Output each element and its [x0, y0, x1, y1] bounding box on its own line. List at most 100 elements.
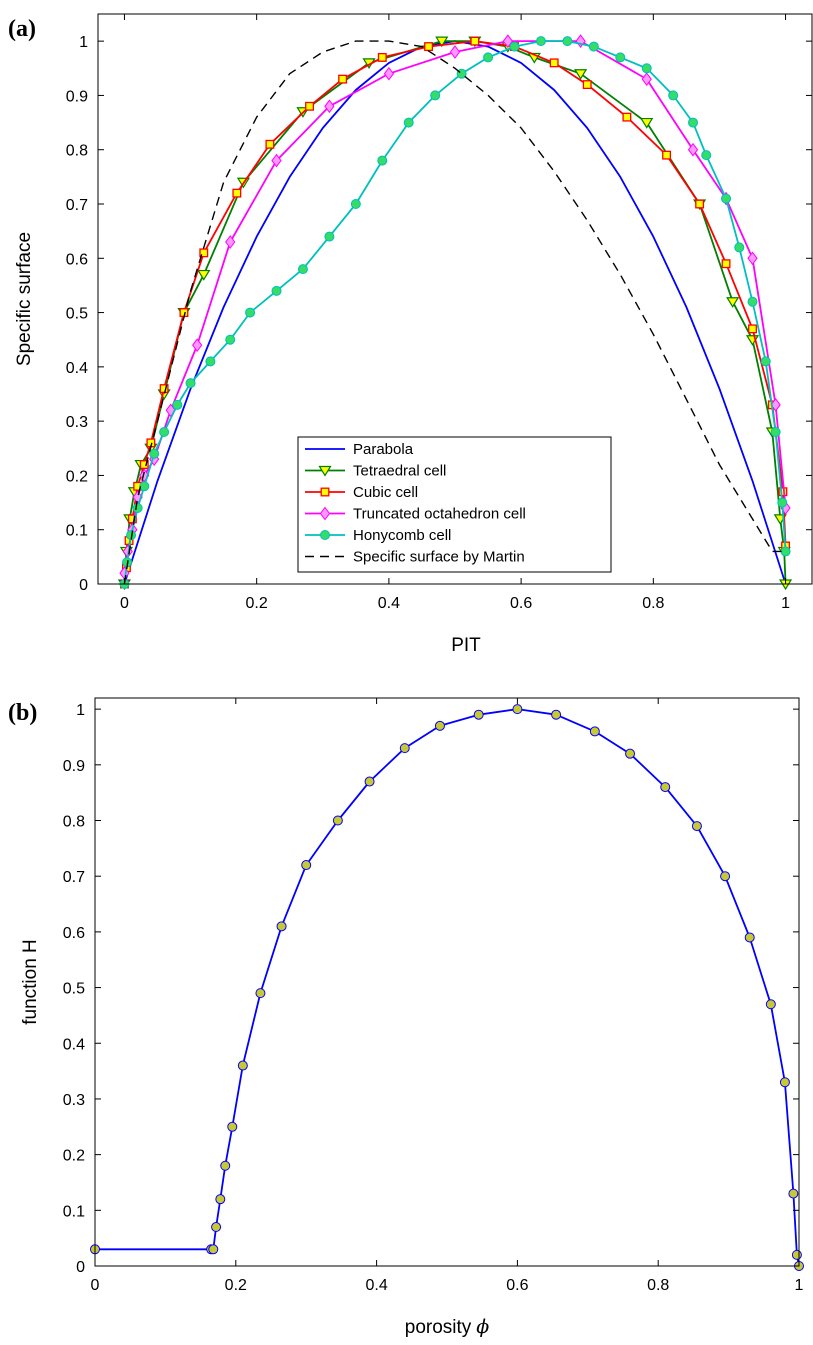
series-honycomb-cell-point: [588, 41, 599, 52]
series-honycomb-cell-point: [350, 199, 361, 209]
y-tick-label: 0.9: [63, 758, 85, 775]
series-0-point: [301, 860, 312, 871]
series-0-point: [364, 776, 375, 787]
series-truncated-octahedron-cell-point: [383, 66, 395, 81]
legend-label: Tetraedral cell: [353, 463, 446, 480]
y-tick-label: 0.4: [63, 1036, 85, 1053]
legend-entry-parabola: Parabola: [305, 441, 414, 458]
y-tick-label: 0.3: [66, 414, 88, 431]
legend-label: Truncated octahedron cell: [353, 506, 526, 523]
series-honycomb-cell-point: [324, 231, 335, 242]
legend-label: Specific surface by Martin: [353, 549, 525, 566]
series-cubic-cell-point: [695, 199, 705, 209]
series-honycomb-cell-point: [780, 546, 791, 557]
series-0-point: [434, 720, 445, 731]
legend-box: [297, 436, 612, 573]
series-tetraedral-cell-point: [726, 297, 740, 308]
y-tick-label: 0.7: [66, 197, 88, 214]
y-tick-label: 0.5: [66, 306, 88, 323]
chart-b-y-ticks: 0 0.1 0.2 0.3 0.4 0.5 0.6 0.7 0.8 0.9 1: [63, 702, 799, 1276]
series-truncated-octahedron-cell-point: [747, 251, 758, 266]
x-tick-label: 1: [781, 595, 790, 612]
y-tick-label: 0.2: [63, 1148, 85, 1165]
x-tick-label: 0.8: [642, 595, 664, 612]
series-0-point: [473, 709, 484, 720]
series-0-point: [551, 709, 562, 720]
series-honycomb-cell-point: [159, 427, 170, 437]
y-tick-label: 0.2: [66, 468, 88, 485]
series-honycomb-cell-point: [377, 155, 388, 166]
legend-label: Parabola: [353, 441, 414, 458]
series-honycomb-cell-point: [430, 90, 441, 101]
series-honycomb-cell-point: [770, 427, 781, 437]
series-0-point: [625, 748, 636, 759]
series-0-point: [215, 1194, 226, 1205]
series-cubic-cell-point: [582, 80, 592, 90]
series-truncated-octahedron-cell: [119, 34, 791, 580]
y-tick-label: 0: [79, 577, 88, 594]
legend-entry-truncated-octahedron-cell: Truncated octahedron cell: [305, 506, 526, 523]
chart-a-y-ticks: 0 0.1 0.2 0.3 0.4 0.5 0.6 0.7 0.8 0.9 1: [66, 34, 812, 594]
series-truncated-octahedron-cell-point: [449, 45, 461, 59]
y-tick-label: 0.7: [63, 869, 85, 886]
series-honycomb-cell-point: [132, 503, 143, 513]
series-0-point: [399, 743, 410, 754]
series-0-point: [765, 999, 776, 1010]
chart-b-x-ticks: 0 0.2 0.4 0.6 0.8 1: [91, 698, 804, 1294]
series-specific-surface-by-martin: [123, 40, 786, 585]
series-cubic-cell-point: [127, 514, 137, 524]
series-honycomb-cell-point: [172, 399, 183, 410]
series-honycomb-cell-point: [615, 52, 626, 63]
series-honycomb-cell-point: [297, 264, 308, 275]
series-cubic-cell-point: [622, 112, 632, 122]
series-truncated-octahedron-cell-point: [271, 153, 282, 168]
series-0-point: [208, 1244, 219, 1255]
series-honycomb-cell-point: [701, 150, 712, 161]
series-cubic-cell-point: [199, 248, 209, 258]
legend-label: Honycomb cell: [353, 527, 451, 544]
y-tick-label: 0.8: [63, 814, 85, 831]
series-0-point: [788, 1188, 799, 1199]
chart-b-xlabel-text: porosity: [405, 1317, 472, 1338]
series-truncated-octahedron-cell-point: [770, 398, 781, 412]
series-honycomb-cell-point: [126, 530, 137, 541]
series-0-point: [660, 782, 671, 793]
chart-b-ylabel: function H: [20, 939, 41, 1025]
series-0: [90, 704, 804, 1271]
series-0-point: [791, 1249, 802, 1260]
chart-a-frame: [97, 13, 813, 585]
series-honycomb-cell-point: [245, 307, 256, 318]
series-honycomb-cell-point: [777, 497, 788, 508]
legend-entry-tetraedral-cell: Tetraedral cell: [305, 463, 446, 480]
y-tick-label: 0.1: [63, 1203, 85, 1220]
chart-b-series: [90, 704, 804, 1271]
legend-entry-honycomb-cell: Honycomb cell: [305, 527, 451, 544]
series-tetraedral-cell-point: [640, 117, 654, 129]
series-0-point: [779, 1077, 790, 1088]
series-honycomb-cell-point: [688, 117, 698, 128]
legend-entry-cubic-cell: Cubic cell: [305, 484, 418, 501]
series-0-point: [720, 871, 731, 882]
y-tick-label: 0.4: [66, 360, 88, 377]
series-0-point: [255, 988, 266, 999]
series-cubic-cell-point: [424, 42, 434, 52]
series-truncated-octahedron-cell-point: [687, 142, 699, 157]
series-cubic-cell-point: [338, 74, 348, 84]
series-0-point: [332, 815, 343, 826]
series-specific-surface-by-martin-line: [123, 40, 786, 585]
series-honycomb-cell-point: [139, 481, 150, 492]
series-honycomb-cell-point: [509, 41, 520, 52]
series-honycomb-cell-point: [760, 356, 771, 367]
legend-marker: [320, 530, 330, 540]
chart-b: (b) 0 0.2 0.4 0.6 0.8 1 0 0.1 0.2 0.3 0.4 0.5 0.6 0.…: [8, 697, 804, 1338]
series-honycomb-cell-point: [668, 90, 679, 101]
series-cubic-cell-point: [662, 150, 672, 160]
x-tick-label: 0.8: [647, 1277, 669, 1294]
series-cubic-cell-point: [549, 58, 559, 68]
x-tick-label: 0: [91, 1277, 100, 1294]
series-cubic-cell-point: [232, 188, 242, 198]
series-honycomb-cell-point: [185, 378, 196, 389]
y-tick-label: 0.6: [63, 925, 85, 942]
y-tick-label: 0: [76, 1259, 85, 1276]
series-0-point: [691, 821, 702, 832]
